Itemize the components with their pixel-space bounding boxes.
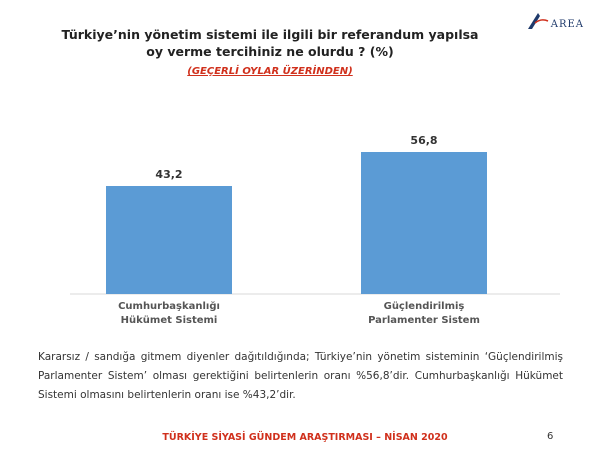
bar-1 — [106, 186, 232, 294]
chart-title: Türkiye’nin yönetim sistemi ile ilgili b… — [60, 26, 480, 60]
chart-subtitle: (GEÇERLİ OYLAR ÜZERİNDEN) — [187, 66, 353, 77]
footer-title: TÜRKİYE SİYASİ GÜNDEM ARAŞTIRMASI – NİSA… — [162, 432, 448, 443]
category-label-2-line-1: Güçlendirilmiş — [384, 301, 465, 312]
page-number: 6 — [547, 431, 554, 442]
bar-2 — [361, 152, 487, 294]
logo-mark-icon — [527, 13, 549, 29]
category-label-1-line-1: Cumhurbaşkanlığı — [118, 300, 220, 312]
data-label-1: 43,2 — [155, 168, 182, 181]
chart-title-line-1: Türkiye’nin yönetim sistemi ile ilgili b… — [61, 27, 479, 42]
category-label-2-line-2: Parlamenter Sistem — [368, 315, 480, 326]
logo-text: AREA — [550, 19, 584, 30]
chart-title-line-2: oy verme tercihiniz ne olurdu ? (%) — [146, 44, 394, 59]
chart-caption: Kararsız / sandığa gitmem diyenler dağıt… — [38, 351, 563, 401]
data-label-2: 56,8 — [410, 134, 437, 147]
area-logo: AREA — [527, 12, 584, 30]
category-label-1-line-2: Hükümet Sistemi — [121, 315, 218, 326]
